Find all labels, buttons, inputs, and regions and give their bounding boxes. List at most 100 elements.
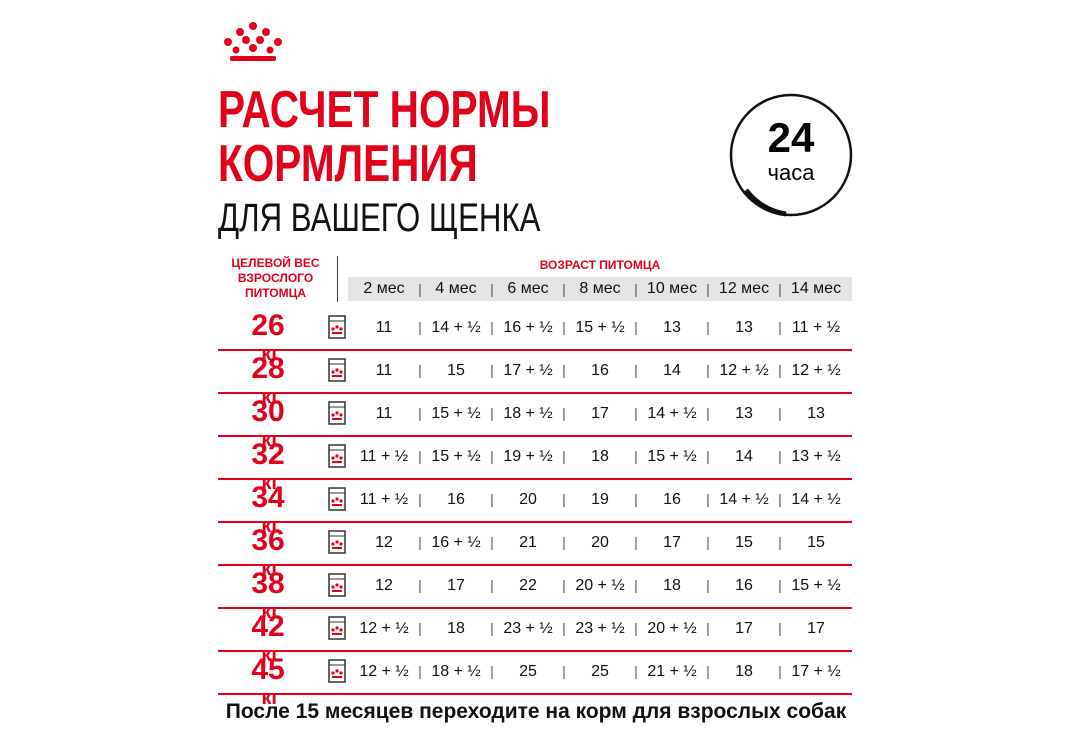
- cell: 16: [735, 577, 753, 594]
- row-line: [218, 521, 852, 523]
- separator: |: [778, 362, 782, 378]
- cell: 14 + ½: [791, 491, 841, 508]
- title-line: РАСЧЕТ НОРМЫ: [218, 81, 551, 139]
- cell: 11 + ½: [791, 319, 841, 336]
- cell: 11 + ½: [359, 448, 409, 465]
- cell: 14 + ½: [431, 319, 481, 336]
- separator: |: [706, 448, 710, 464]
- footer-note: После 15 месяцев переходите на корм для …: [225, 700, 847, 723]
- cell: 18: [735, 663, 753, 680]
- separator: |: [778, 319, 782, 335]
- separator: |: [562, 362, 566, 378]
- separator: |: [490, 319, 494, 335]
- cell: 21: [519, 534, 537, 551]
- weight-label: 36 кг: [218, 524, 318, 581]
- cell: 16: [591, 362, 609, 379]
- separator: |: [634, 620, 638, 636]
- badge-unit: часа: [768, 160, 816, 185]
- column-header: 8 мес: [579, 280, 621, 297]
- cell: 25: [591, 663, 609, 680]
- cell: 16: [663, 491, 681, 508]
- separator: |: [706, 319, 710, 335]
- pouch-icon: [325, 312, 349, 347]
- column-header: 12 мес: [718, 280, 770, 297]
- column-header: 4 мес: [435, 280, 477, 297]
- weight-label: 30 кг: [218, 395, 318, 452]
- weight-value: 45: [251, 653, 285, 686]
- weight-unit: кг: [261, 687, 280, 709]
- pouch-icon: [325, 398, 349, 433]
- row-line: [218, 693, 852, 695]
- column-header: 14 мес: [790, 280, 842, 297]
- weight-value: 36: [251, 524, 285, 557]
- separator: |: [418, 534, 422, 550]
- cell: 20 + ½: [647, 620, 697, 637]
- separator: |: [490, 448, 494, 464]
- cell: 17 + ½: [791, 663, 841, 680]
- title-line: КОРМЛЕНИЯ: [218, 135, 478, 193]
- cell: 12: [375, 577, 393, 594]
- separator: |: [562, 577, 566, 593]
- separator: |: [706, 281, 710, 297]
- separator: |: [706, 620, 710, 636]
- weight-label: 34 кг: [218, 481, 318, 538]
- separator: |: [418, 491, 422, 507]
- cell: 17 + ½: [503, 362, 553, 379]
- pouch-icon: [325, 441, 349, 476]
- cell: 15: [807, 534, 825, 551]
- age-header: ВОЗРАСТ ПИТОМЦА: [539, 258, 661, 272]
- weight-label: 32 кг: [218, 438, 318, 495]
- pouch-icon: [325, 484, 349, 519]
- separator: |: [490, 491, 494, 507]
- cell: 20 + ½: [575, 577, 625, 594]
- weight-header: ПИТОМЦА: [244, 286, 307, 300]
- separator: |: [634, 362, 638, 378]
- separator: |: [418, 663, 422, 679]
- separator: |: [706, 577, 710, 593]
- separator: |: [778, 663, 782, 679]
- weight-unit: кг: [261, 644, 280, 666]
- separator: |: [490, 281, 494, 297]
- cell: 13: [735, 405, 753, 422]
- row-line: [218, 349, 852, 351]
- weight-header: ВЗРОСЛОГО: [237, 271, 314, 285]
- cell: 16: [447, 491, 465, 508]
- cell: 12 + ½: [791, 362, 841, 379]
- weight-unit: кг: [261, 558, 280, 580]
- weight-label: 42 кг: [218, 610, 318, 667]
- crown-logo: [224, 22, 282, 61]
- divider: [337, 256, 338, 302]
- weight-value: 34: [251, 481, 285, 514]
- subtitle: ДЛЯ ВАШЕГО ЩЕНКА: [218, 196, 541, 240]
- cell: 18: [591, 448, 609, 465]
- separator: |: [634, 448, 638, 464]
- row-line: [218, 478, 852, 480]
- cell: 17: [663, 534, 681, 551]
- separator: |: [634, 281, 638, 297]
- cell: 13: [663, 319, 681, 336]
- separator: |: [562, 281, 566, 297]
- separator: |: [490, 620, 494, 636]
- cell: 25: [519, 663, 537, 680]
- separator: |: [706, 534, 710, 550]
- pouch-icon: [325, 570, 349, 605]
- weight-unit: кг: [261, 343, 280, 365]
- column-header: 2 мес: [363, 280, 405, 297]
- weight-label: 45 кг: [218, 653, 318, 710]
- cell: 11: [375, 319, 393, 336]
- separator: |: [634, 534, 638, 550]
- weight-unit: кг: [261, 601, 280, 623]
- cell: 17: [447, 577, 465, 594]
- header-band: [348, 277, 852, 301]
- cell: 23 + ½: [503, 620, 553, 637]
- row-line: [218, 607, 852, 609]
- weight-unit: кг: [261, 386, 280, 408]
- separator: |: [778, 534, 782, 550]
- separator: |: [418, 319, 422, 335]
- separator: |: [562, 620, 566, 636]
- separator: |: [634, 663, 638, 679]
- cell: 21 + ½: [647, 663, 697, 680]
- weight-header: ЦЕЛЕВОЙ ВЕС: [231, 256, 320, 270]
- cell: 20: [591, 534, 609, 551]
- cell: 17: [807, 620, 825, 637]
